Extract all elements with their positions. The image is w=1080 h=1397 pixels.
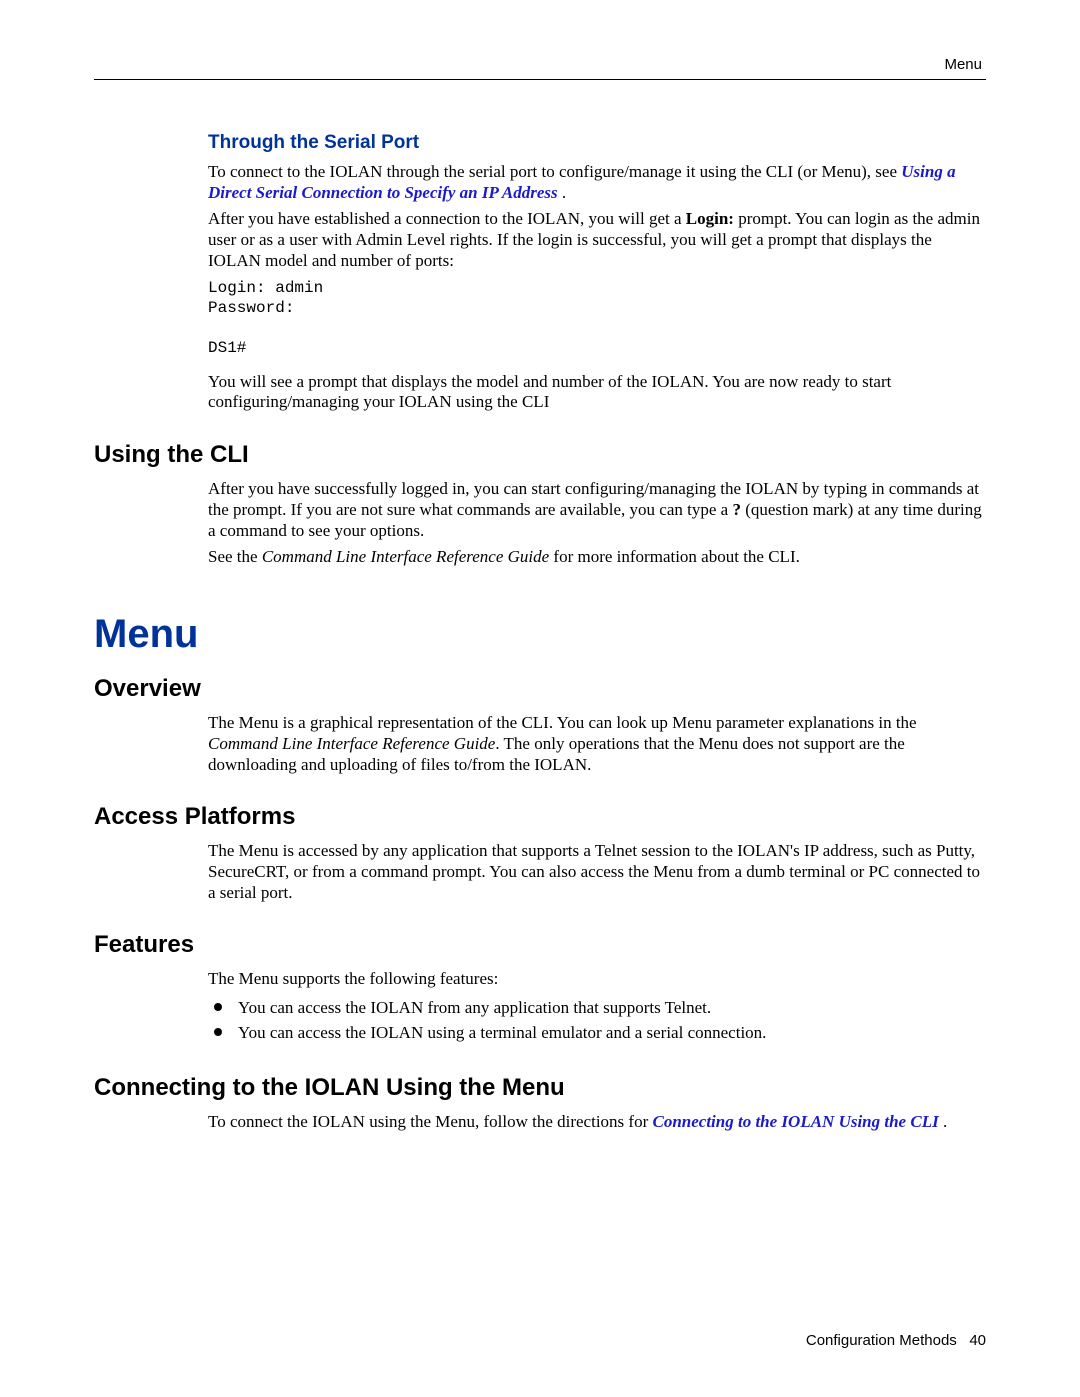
serial-p1: To connect to the IOLAN through the seri… — [208, 162, 986, 203]
using-cli-body: After you have successfully logged in, y… — [208, 479, 986, 568]
section-using-cli: Using the CLI After you have successfull… — [94, 441, 986, 568]
section-connecting-menu: Connecting to the IOLAN Using the Menu T… — [94, 1074, 986, 1133]
heading-features: Features — [94, 931, 986, 959]
using-cli-ref: Command Line Interface Reference Guide — [262, 547, 549, 566]
serial-p2-a: After you have established a connection … — [208, 209, 686, 228]
features-body: The Menu supports the following features… — [208, 969, 986, 1045]
section-serial-port: Through the Serial Port To connect to th… — [208, 132, 986, 413]
using-cli-qmark: ? — [732, 500, 741, 519]
heading-access-platforms: Access Platforms — [94, 803, 986, 831]
connecting-p: To connect the IOLAN using the Menu, fol… — [208, 1112, 986, 1133]
heading-overview: Overview — [94, 675, 986, 703]
heading-connecting-menu: Connecting to the IOLAN Using the Menu — [94, 1074, 986, 1102]
using-cli-p2: See the Command Line Interface Reference… — [208, 547, 986, 568]
connecting-p-b: . — [939, 1112, 948, 1131]
access-body: The Menu is accessed by any application … — [208, 841, 986, 903]
features-list: You can access the IOLAN from any applic… — [208, 996, 986, 1045]
overview-body: The Menu is a graphical representation o… — [208, 713, 986, 775]
footer-label: Configuration Methods — [806, 1332, 957, 1349]
page: Menu Through the Serial Port To connect … — [0, 0, 1080, 1397]
using-cli-p1: After you have successfully logged in, y… — [208, 479, 986, 541]
connecting-p-a: To connect the IOLAN using the Menu, fol… — [208, 1112, 652, 1131]
footer-page-number: 40 — [969, 1332, 986, 1349]
list-item: You can access the IOLAN from any applic… — [208, 996, 986, 1021]
serial-p3: You will see a prompt that displays the … — [208, 372, 986, 413]
serial-code-block: Login: admin Password: DS1# — [208, 278, 986, 358]
heading-using-cli: Using the CLI — [94, 441, 986, 469]
overview-p: The Menu is a graphical representation o… — [208, 713, 986, 775]
overview-p-a: The Menu is a graphical representation o… — [208, 713, 917, 732]
content-area: Through the Serial Port To connect to th… — [94, 80, 986, 1132]
section-features: Features The Menu supports the following… — [94, 931, 986, 1045]
access-p: The Menu is accessed by any application … — [208, 841, 986, 903]
heading-menu: Menu — [94, 612, 986, 657]
overview-ref: Command Line Interface Reference Guide — [208, 734, 495, 753]
serial-login-label: Login: — [686, 209, 734, 228]
serial-p1-b: . — [558, 183, 567, 202]
section-overview: Overview The Menu is a graphical represe… — [94, 675, 986, 775]
heading-serial-port: Through the Serial Port — [208, 132, 986, 154]
section-access-platforms: Access Platforms The Menu is accessed by… — [94, 803, 986, 903]
footer: Configuration Methods 40 — [806, 1332, 986, 1349]
running-head: Menu — [94, 56, 986, 79]
serial-p2: After you have established a connection … — [208, 209, 986, 271]
features-intro: The Menu supports the following features… — [208, 969, 986, 990]
connecting-body: To connect the IOLAN using the Menu, fol… — [208, 1112, 986, 1133]
link-connecting-cli[interactable]: Connecting to the IOLAN Using the CLI — [652, 1112, 938, 1131]
serial-p1-a: To connect to the IOLAN through the seri… — [208, 162, 901, 181]
using-cli-p2-b: for more information about the CLI. — [549, 547, 800, 566]
list-item: You can access the IOLAN using a termina… — [208, 1021, 986, 1046]
using-cli-p2-a: See the — [208, 547, 262, 566]
